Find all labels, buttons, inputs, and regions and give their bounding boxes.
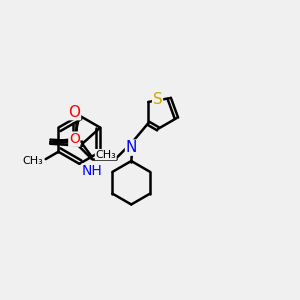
Text: NH: NH: [82, 164, 103, 178]
Text: N: N: [126, 140, 137, 155]
Text: O: O: [69, 132, 80, 146]
Text: CH₃: CH₃: [22, 157, 43, 166]
Text: S: S: [153, 92, 162, 107]
Text: O: O: [68, 105, 80, 120]
Text: CH₃: CH₃: [95, 149, 116, 160]
